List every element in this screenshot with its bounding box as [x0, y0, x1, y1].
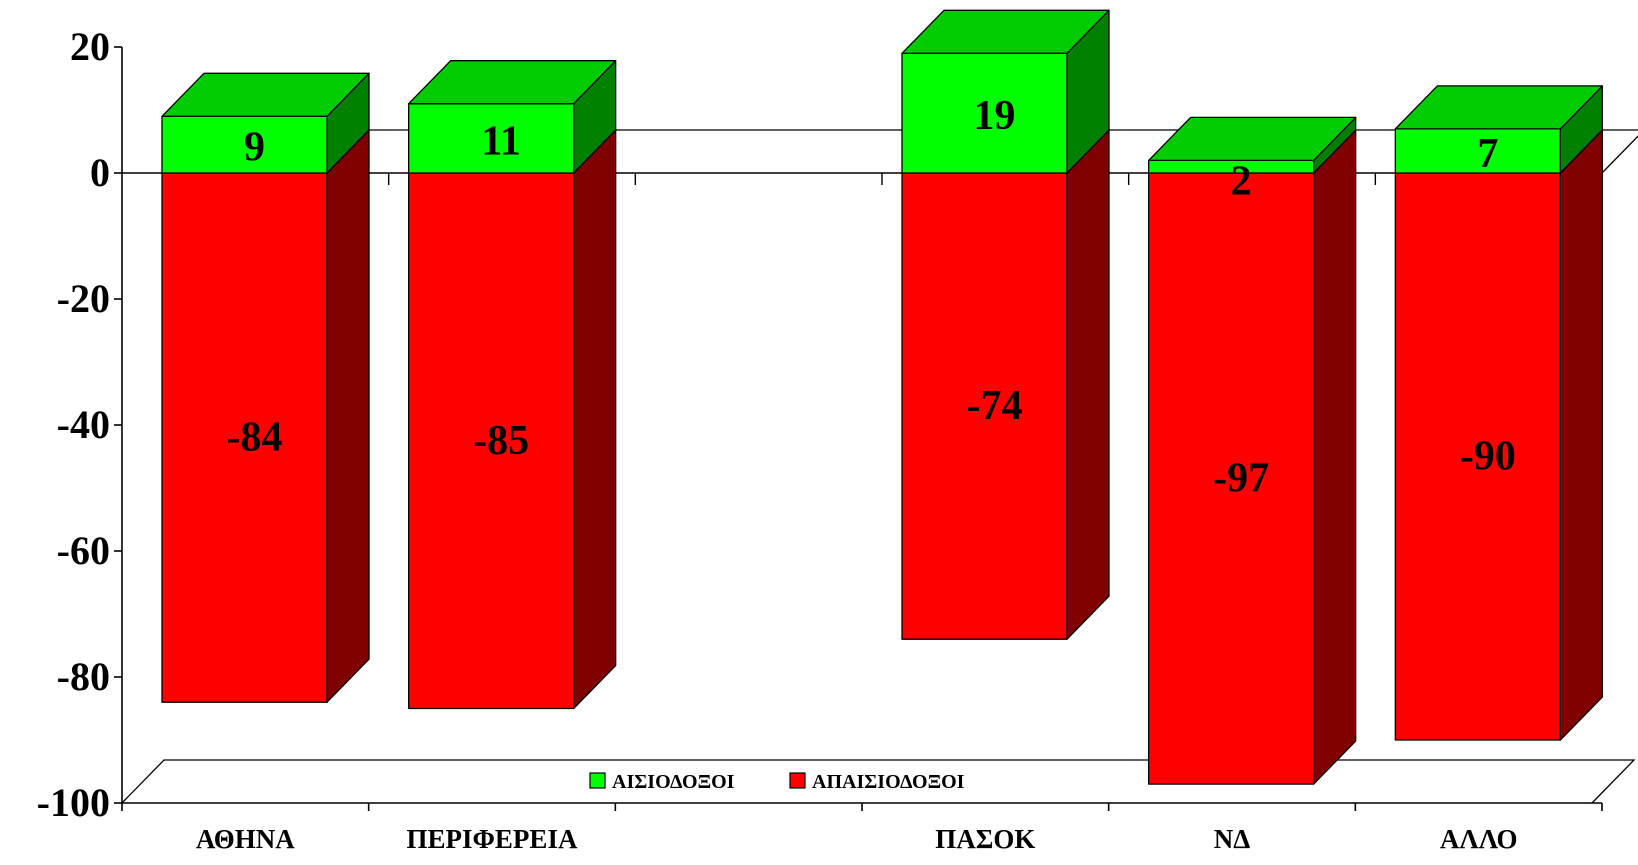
legend-swatch	[589, 772, 606, 789]
legend: ΑΙΣΙΟΔΟΞΟΙ ΑΠΑΙΣΙΟΔΟΞΟΙ	[572, 762, 1017, 800]
bar-negative-side	[1313, 129, 1357, 785]
data-label-positive: 19	[974, 93, 1016, 139]
data-labels: 9 -84 11 -85 19 -74 2 -97 7 -90	[227, 93, 1516, 501]
bar-positive-top	[901, 9, 1110, 54]
bar-positive-top	[1148, 116, 1357, 162]
data-label-positive: 2	[1231, 159, 1252, 205]
data-label-negative: -97	[1213, 456, 1269, 502]
bar-negative-side	[1066, 129, 1110, 640]
y-tick-label: -60	[57, 528, 110, 573]
y-tick-label: -80	[57, 654, 110, 699]
bar-positive-top	[408, 60, 617, 105]
bar-negative-side	[573, 129, 617, 710]
bar-negative-side	[1559, 129, 1603, 741]
data-label-negative: -85	[473, 418, 529, 464]
legend-swatch	[789, 772, 806, 789]
x-tick-label: ΝΔ	[1214, 824, 1250, 854]
data-label-positive: 7	[1477, 131, 1498, 177]
bar-negative-side	[326, 129, 370, 703]
data-label-positive: 11	[481, 118, 521, 164]
legend-label: ΑΙΣΙΟΔΟΞΟΙ	[612, 771, 735, 793]
y-tick-label: -100	[37, 780, 110, 825]
x-tick-label: ΠΑΣΟΚ	[935, 824, 1035, 854]
chart-floor	[121, 759, 1636, 804]
y-tick-label: -40	[57, 402, 110, 447]
y-tick-label: 20	[70, 24, 110, 69]
y-tick-label: 0	[90, 150, 110, 195]
axes: 20 0 -20 -40 -60 -80 -100 ΑΘΗΝΑ ΠΕΡΙΦΕΡΕΙΑ ΠΑΣΟΚ Ν…	[37, 24, 1638, 854]
x-tick-label: ΑΛΛΟ	[1440, 824, 1518, 854]
data-label-negative: -90	[1460, 434, 1516, 480]
data-label-positive: 9	[244, 125, 265, 171]
x-tick-label: ΠΕΡΙΦΕΡΕΙΑ	[407, 824, 578, 854]
zero-side-line	[1601, 135, 1638, 174]
y-tick-label: -20	[57, 276, 110, 321]
bar-positive-top	[161, 72, 370, 117]
data-label-negative: -74	[967, 383, 1023, 429]
data-label-negative: -84	[227, 415, 283, 461]
floor-outline	[121, 759, 1636, 804]
bars	[161, 9, 1603, 785]
x-tick-label: ΑΘΗΝΑ	[196, 824, 295, 854]
legend-label: ΑΠΑΙΣΙΟΔΟΞΟΙ	[812, 771, 965, 793]
bar-positive-top	[1394, 85, 1603, 130]
